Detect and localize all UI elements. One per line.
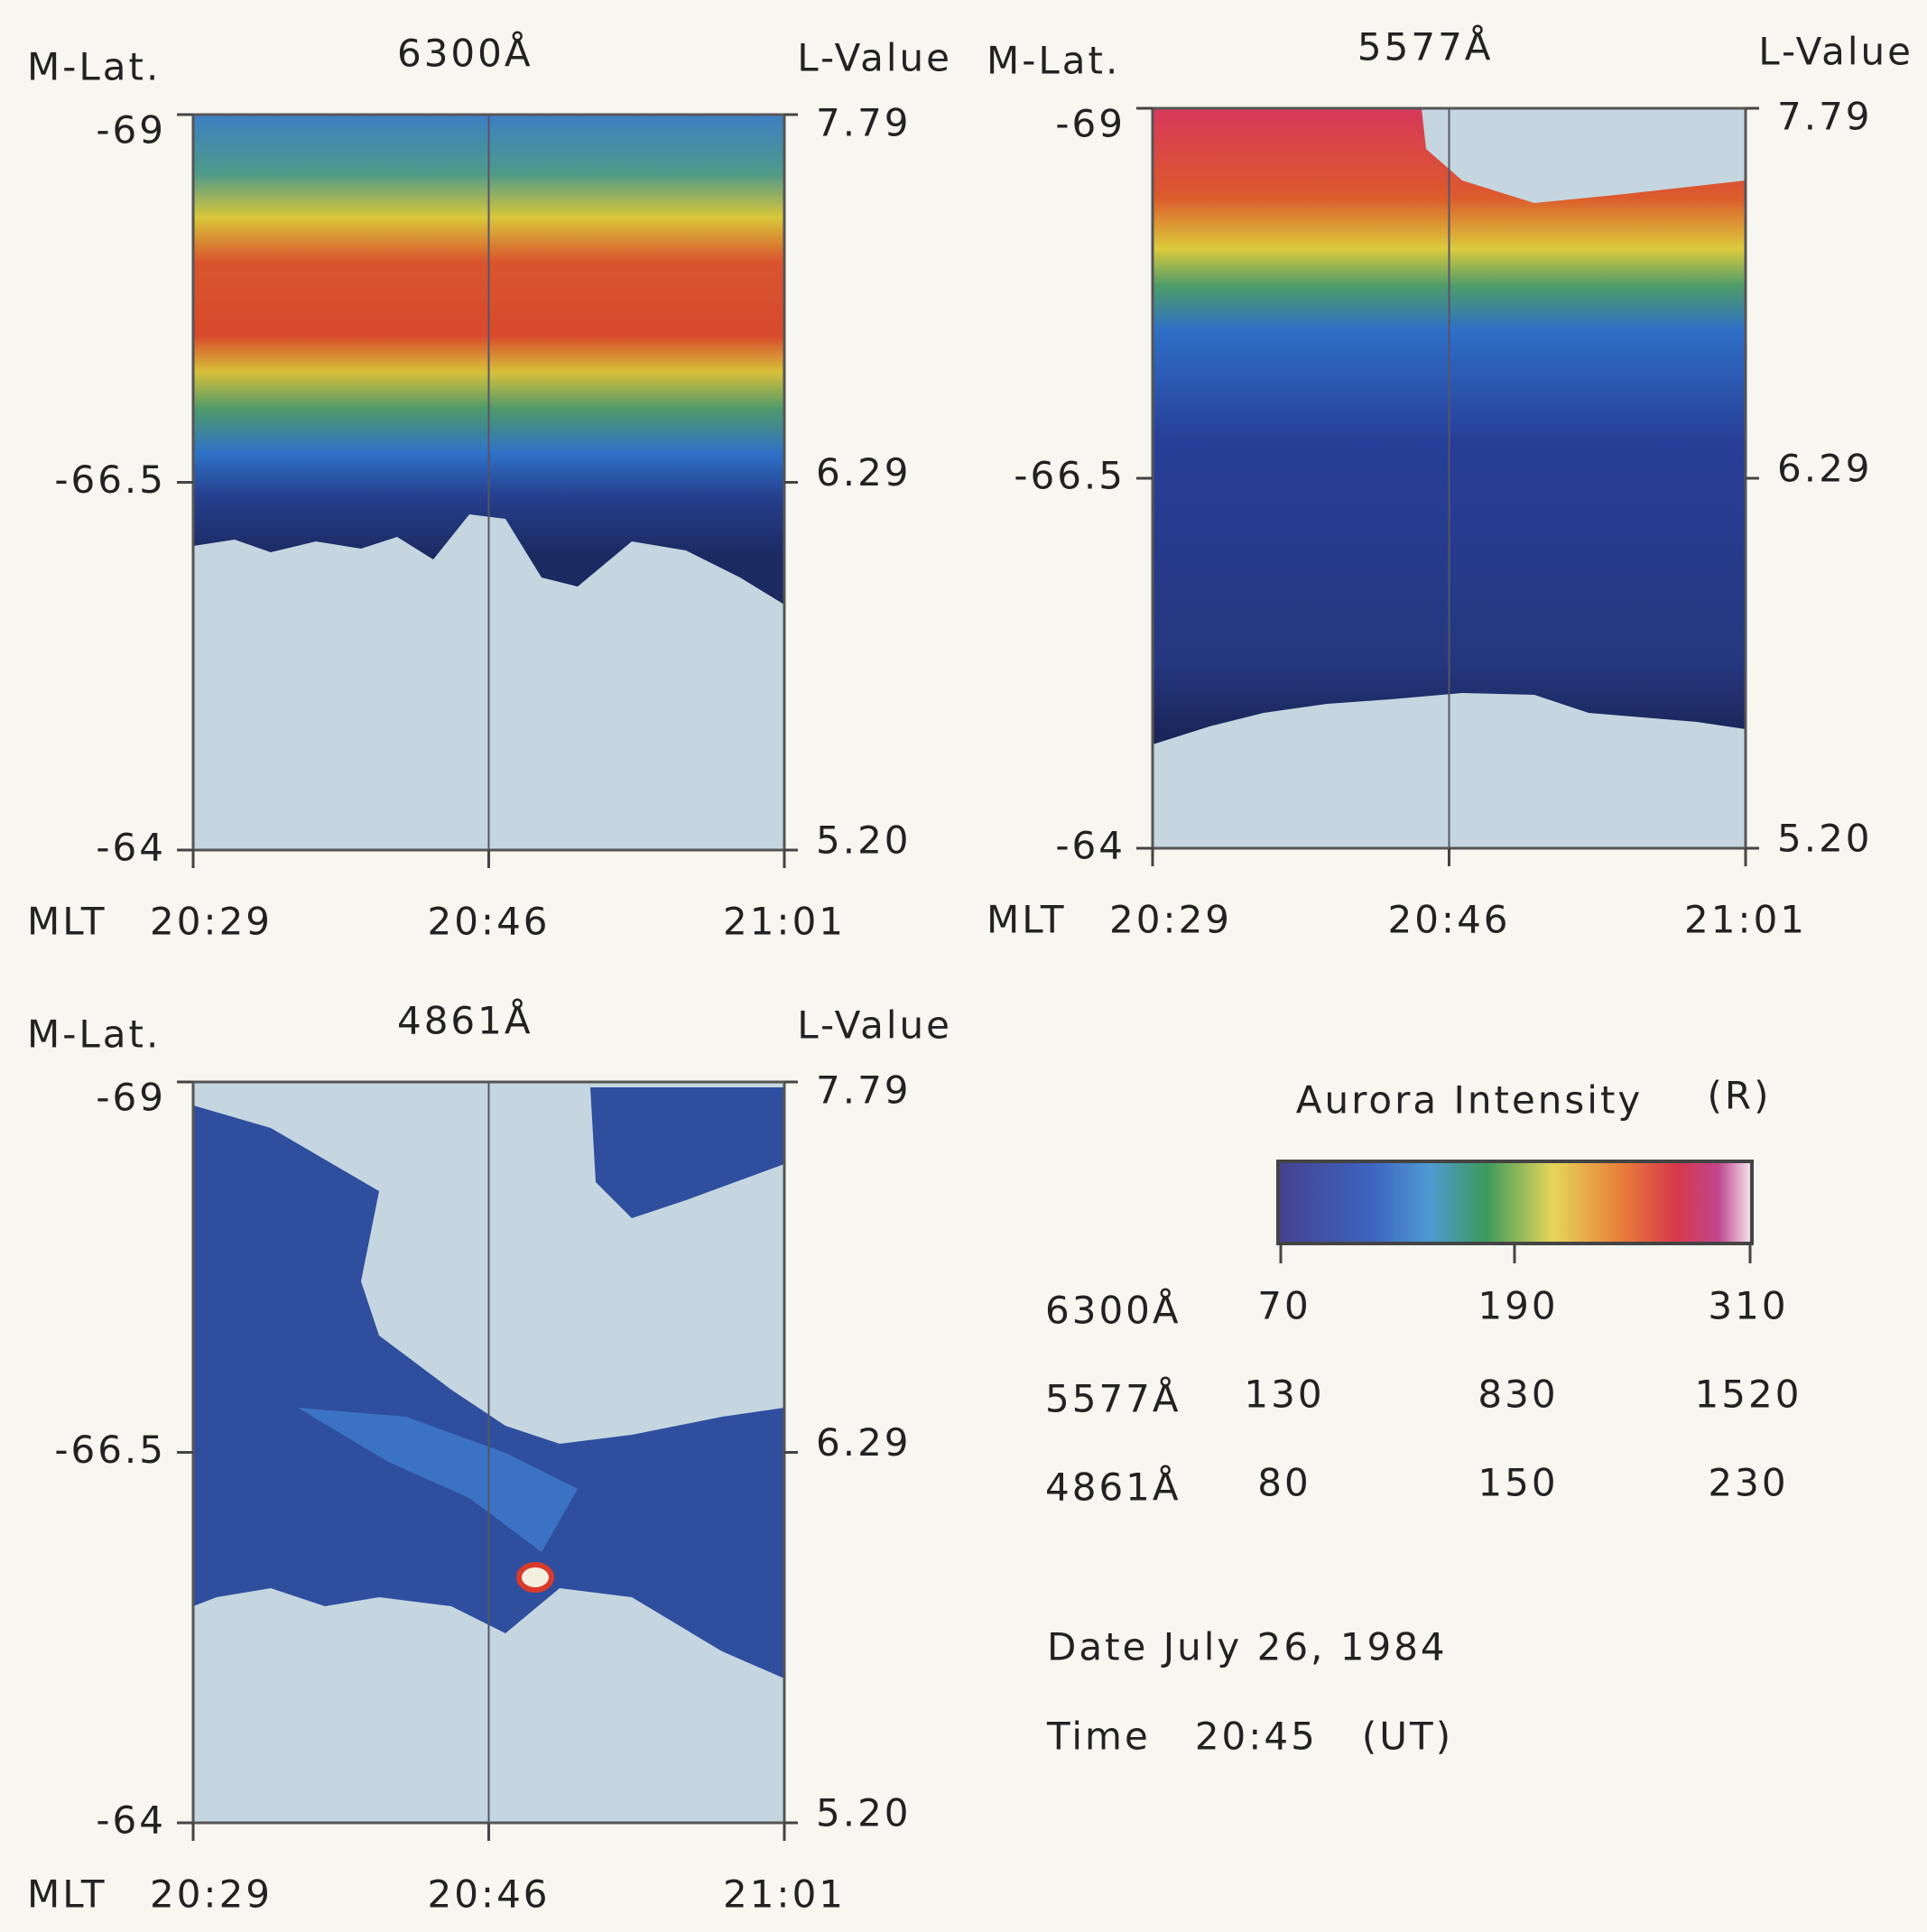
legend-line: 5577Å: [1045, 1376, 1181, 1421]
x-axis-label: MLT: [27, 900, 107, 944]
panel-title: 5577Å: [1357, 24, 1494, 69]
x-tick-label: 20:46: [427, 900, 550, 944]
right-tick-label: 5.20: [1777, 817, 1873, 861]
left-tick-label: -64: [96, 1798, 166, 1843]
legend-value: 130: [1244, 1373, 1324, 1417]
x-tick-label: 20:29: [150, 1872, 273, 1917]
x-tick-label: 21:01: [723, 900, 846, 944]
left-tick-label: -66.5: [54, 1428, 166, 1472]
legend-line: 6300Å: [1045, 1288, 1181, 1333]
legend-value: 1520: [1695, 1373, 1802, 1417]
right-tick-label: 6.29: [816, 450, 912, 495]
legend-value: 150: [1478, 1461, 1558, 1505]
left-tick-label: -66.5: [1014, 454, 1126, 498]
time: Time 20:45 (UT): [1046, 1715, 1453, 1759]
legend-value: 80: [1257, 1461, 1311, 1505]
legend-title: Aurora Intensity: [1296, 1078, 1644, 1123]
x-axis-label: MLT: [987, 898, 1067, 942]
x-tick-label: 20:29: [150, 900, 273, 944]
left-tick-label: -69: [1055, 102, 1126, 146]
left-axis-label: M-Lat.: [27, 1012, 161, 1057]
legend-unit: (R): [1708, 1074, 1772, 1118]
right-tick-label: 6.29: [1777, 447, 1873, 491]
x-tick-label: 20:46: [427, 1872, 550, 1917]
panel-title: 4861Å: [397, 998, 533, 1043]
right-axis-label: L-Value: [1758, 30, 1913, 74]
legend-value: 190: [1478, 1284, 1558, 1328]
colorbar: [1276, 1160, 1754, 1245]
x-tick-label: 21:01: [1684, 898, 1807, 942]
x-tick-label: 20:46: [1387, 898, 1510, 942]
left-tick-label: -64: [1055, 824, 1126, 868]
right-tick-label: 7.79: [816, 101, 912, 145]
panel-title: 6300Å: [397, 31, 533, 76]
x-axis-label: MLT: [27, 1872, 107, 1917]
right-axis-label: L-Value: [797, 36, 952, 80]
left-tick-label: -69: [96, 108, 166, 153]
left-axis-label: M-Lat.: [27, 45, 161, 89]
legend-value: 70: [1257, 1284, 1311, 1328]
right-tick-label: 5.20: [816, 818, 912, 863]
right-axis-label: L-Value: [797, 1003, 952, 1048]
legend-value: 310: [1708, 1284, 1788, 1328]
right-tick-label: 5.20: [816, 1791, 912, 1835]
right-tick-label: 6.29: [816, 1420, 912, 1465]
legend-line: 4861Å: [1045, 1465, 1181, 1510]
left-axis-label: M-Lat.: [987, 39, 1120, 83]
legend-value: 230: [1708, 1461, 1788, 1505]
x-tick-label: 20:29: [1109, 898, 1232, 942]
left-tick-label: -69: [96, 1076, 166, 1120]
date: Date July 26, 1984: [1047, 1625, 1448, 1669]
right-tick-label: 7.79: [816, 1068, 912, 1113]
x-tick-label: 21:01: [723, 1872, 846, 1917]
right-tick-label: 7.79: [1777, 95, 1873, 139]
left-tick-label: -66.5: [54, 458, 166, 502]
legend-value: 830: [1478, 1373, 1558, 1417]
left-tick-label: -64: [96, 826, 166, 870]
